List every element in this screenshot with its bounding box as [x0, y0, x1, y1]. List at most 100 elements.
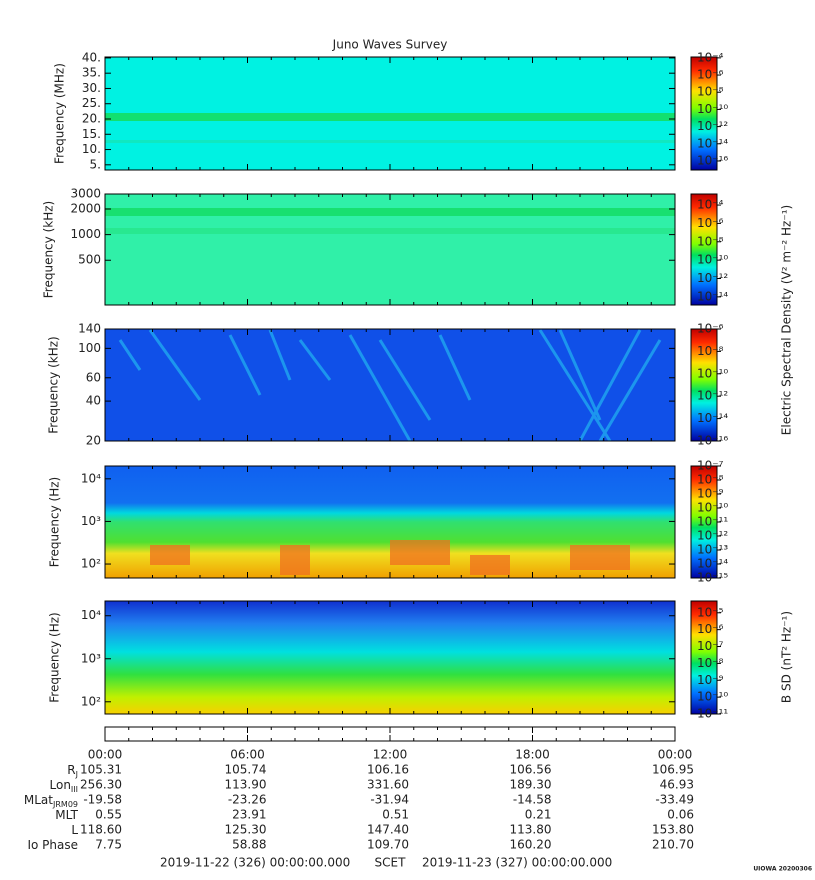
title: Juno Waves Survey — [332, 38, 448, 52]
y-tick-label: 10³ — [81, 514, 101, 528]
ephemeris-value: 106.95 — [652, 763, 694, 777]
colorbar-tick-label: 10⁻¹⁰ — [697, 501, 728, 515]
ephemeris-value: -33.49 — [655, 793, 694, 807]
colorbar-tick-label: 10⁻¹⁶ — [697, 434, 728, 448]
colorbar-tick-label: 10⁻¹¹ — [697, 515, 728, 529]
ephemeris-value: 106.16 — [367, 763, 409, 777]
ephemeris-value: 58.88 — [232, 838, 266, 852]
colorbar-frame — [690, 56, 718, 171]
ephemeris-label: MLatJRM09 — [24, 793, 78, 809]
ephemeris-value: 210.70 — [652, 838, 694, 852]
ephemeris-value: 23.91 — [232, 808, 266, 822]
y-tick-label: 10⁴ — [81, 471, 101, 485]
colorbar-tick-label: 10⁻⁸ — [697, 344, 724, 358]
colorbar-tick-label: 10⁻⁷ — [697, 639, 724, 653]
colorbar-tick-label: 10⁻⁷ — [697, 459, 724, 473]
stamp: UIOWA 20200306 — [753, 866, 812, 873]
colorbar-tick-label: 10⁻¹² — [697, 119, 728, 133]
y-tick-label: 10² — [81, 557, 101, 571]
colorbar-tick-label: 10⁻¹⁴ — [697, 136, 728, 150]
scet-label: SCET — [375, 856, 407, 870]
ephemeris-sub: III — [71, 785, 78, 794]
colorbar-frame — [690, 600, 718, 715]
ephemeris-value: 118.60 — [80, 823, 122, 837]
ephemeris-value: 46.93 — [660, 778, 694, 792]
colorbar-tick-label: 10⁻⁹ — [697, 487, 724, 501]
y-tick-label: 25. — [82, 96, 101, 110]
colorbar-tick-label: 10⁻¹⁰ — [697, 690, 728, 704]
colorbar-tick-label: 10⁻⁵ — [697, 605, 724, 619]
colorbar-tick-label: 10⁻¹⁴ — [697, 411, 728, 425]
y-tick-label: 140 — [78, 322, 101, 336]
y-axis-label: Frequency (MHz) — [53, 63, 67, 164]
colorbar-label: Electric Spectral Density (V² m⁻² Hz⁻¹) — [780, 205, 794, 435]
ephemeris-value: 113.80 — [510, 823, 552, 837]
spectrogram-art — [105, 57, 717, 714]
colorbar-tick-label: 10⁻⁴ — [697, 50, 724, 64]
ephemeris-value: 331.60 — [367, 778, 409, 792]
colorbar-tick-label: 10⁻⁸ — [697, 234, 724, 248]
colorbar-tick-label: 10⁻¹³ — [697, 543, 728, 557]
ephemeris-value: 147.40 — [367, 823, 409, 837]
colorbar-tick-label: 10⁻⁶ — [697, 216, 724, 230]
ephemeris-label: LonIII — [50, 778, 79, 794]
end-time: 2019-11-23 (327) 00:00:00.000 — [422, 856, 612, 870]
ephemeris-value: -23.26 — [228, 793, 267, 807]
ephemeris-name: Io Phase — [27, 838, 78, 852]
y-axis-label: Frequency (Hz) — [48, 612, 62, 703]
ephemeris-value: 0.06 — [667, 808, 694, 822]
ephemeris-label: Io Phase — [27, 838, 78, 852]
y-axis-label: Frequency (kHz) — [47, 336, 61, 433]
ephemeris-value: 113.90 — [225, 778, 267, 792]
ephemeris-name: MLat — [24, 793, 53, 807]
colorbar-tick-label: 10⁻⁶ — [697, 68, 724, 82]
colorbar-tick-label: 10⁻⁶ — [697, 622, 724, 636]
colorbar-tick-label: 10⁻⁹ — [697, 673, 724, 687]
colorbar-tick-label: 10⁻⁶ — [697, 322, 724, 336]
ephemeris-value: -31.94 — [370, 793, 409, 807]
ephemeris-value: 106.56 — [510, 763, 552, 777]
time-tick-label: 00:00 — [88, 748, 123, 762]
ephemeris-value: 105.74 — [225, 763, 267, 777]
colorbar-tick-label: 10⁻⁸ — [697, 656, 724, 670]
colorbar-tick-label: 10⁻¹⁴ — [697, 557, 728, 571]
colorbar-tick-label: 10⁻¹¹ — [697, 707, 728, 721]
ephemeris-name: MLT — [55, 808, 78, 822]
colorbar-tick-label: 10⁻⁴ — [697, 198, 724, 212]
colorbar-tick-label: 10⁻⁸ — [697, 85, 724, 99]
colorbar-tick-label: 10⁻⁸ — [697, 473, 724, 487]
colorbar-tick-label: 10⁻¹⁴ — [697, 289, 728, 303]
ephemeris-label: MLT — [55, 808, 78, 822]
colorbar-tick-label: 10⁻¹² — [697, 389, 728, 403]
time-tick-label: 06:00 — [230, 748, 265, 762]
colorbar-tick-label: 10⁻¹⁶ — [697, 153, 728, 167]
y-tick-label: 30. — [82, 81, 101, 95]
colorbar-tick-label: 10⁻¹² — [697, 271, 728, 285]
y-tick-label: 3000 — [70, 187, 101, 201]
ephemeris-sub: J — [75, 770, 78, 779]
ephemeris-value: 0.55 — [95, 808, 122, 822]
ephemeris-value: 7.75 — [95, 838, 122, 852]
ephemeris-value: 256.30 — [80, 778, 122, 792]
y-tick-label: 1000 — [70, 227, 101, 241]
start-time: 2019-11-22 (326) 00:00:00.000 — [160, 856, 350, 870]
y-tick-label: 10³ — [81, 651, 101, 665]
ephemeris-value: 105.31 — [80, 763, 122, 777]
y-tick-label: 10⁴ — [81, 608, 101, 622]
colorbar-tick-label: 10⁻¹⁰ — [697, 366, 728, 380]
ephemeris-name: R — [67, 763, 75, 777]
colorbar-frame — [690, 328, 718, 442]
ephemeris-name: Lon — [50, 778, 71, 792]
ephemeris-sub: JRM09 — [52, 800, 78, 809]
y-axis-label: Frequency (kHz) — [42, 201, 56, 298]
y-tick-label: 10. — [82, 142, 101, 156]
y-tick-label: 10² — [81, 694, 101, 708]
time-tick-label: 00:00 — [658, 748, 693, 762]
time-tick-label: 18:00 — [515, 748, 550, 762]
ephemeris-value: 153.80 — [652, 823, 694, 837]
y-tick-label: 60 — [86, 370, 101, 384]
colorbar-tick-label: 10⁻¹⁰ — [697, 253, 728, 267]
colorbar-tick-label: 10⁻¹⁵ — [697, 571, 728, 585]
ephemeris-value: -19.58 — [83, 793, 122, 807]
